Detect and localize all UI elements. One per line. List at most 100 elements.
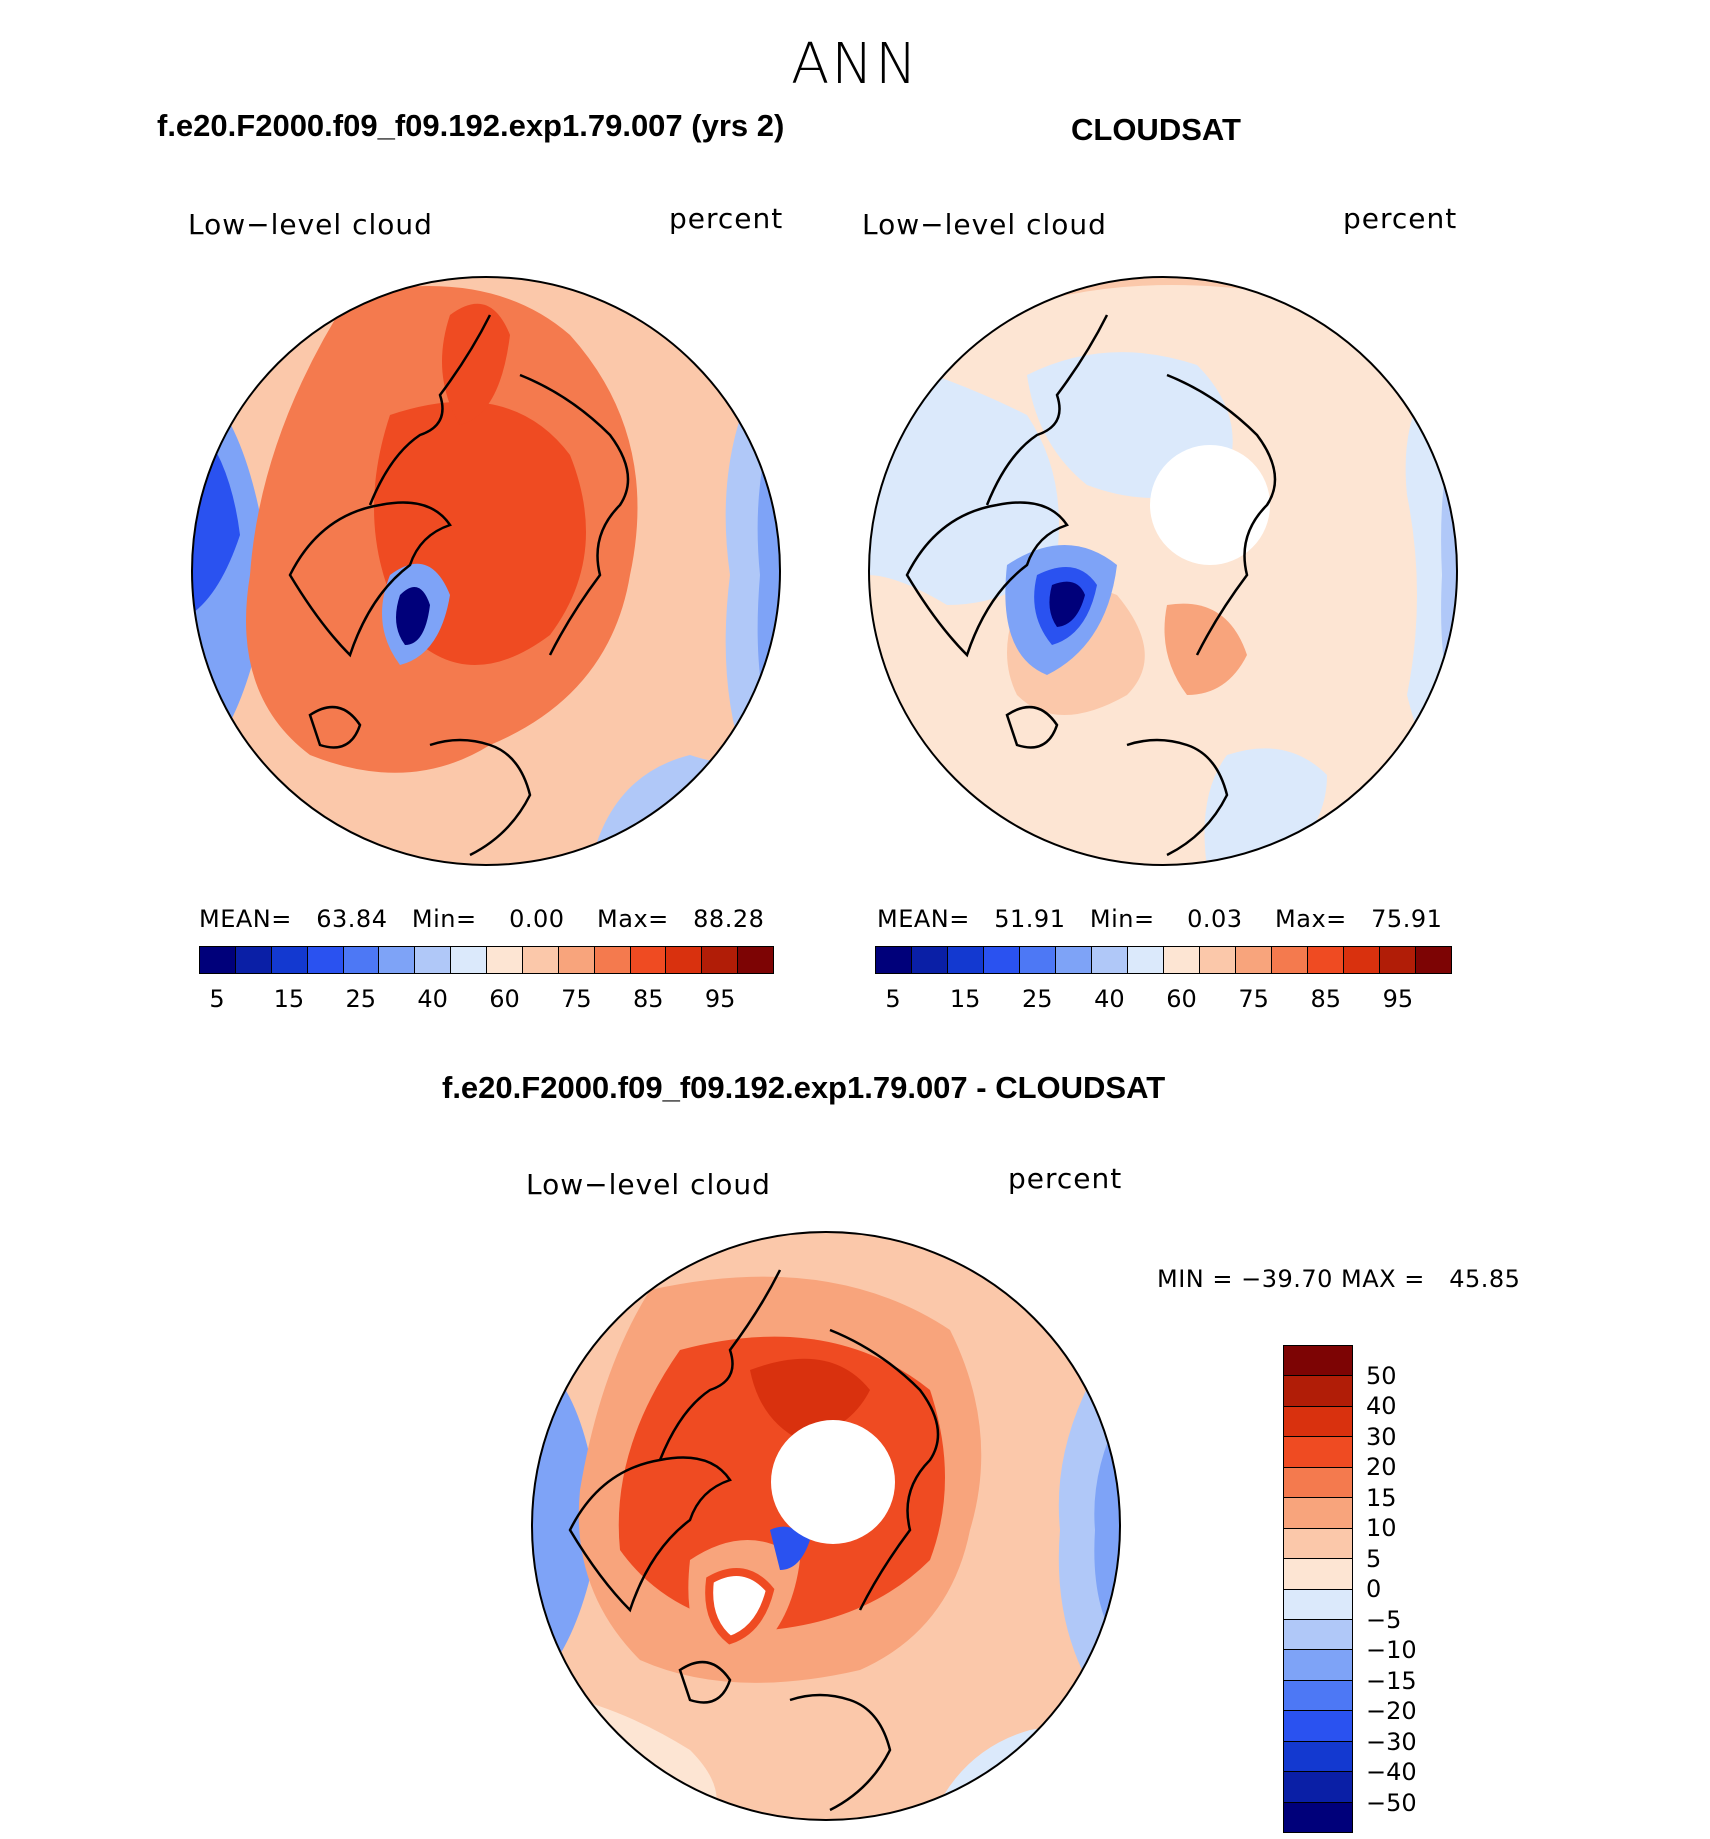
colorbar-tick-label: 25: [345, 985, 376, 1013]
panel2-colorbar-ticks: 5 15 25 40 60 75 85 95: [875, 985, 1452, 1015]
colorbar-swatch: [1092, 947, 1128, 973]
panel1-title: f.e20.F2000.f09_f09.192.exp1.79.007 (yrs…: [157, 108, 785, 143]
colorbar-swatch: [666, 947, 703, 973]
panel2-stats: MEAN= 51.91 Min= 0.03 Max= 75.91: [877, 905, 1443, 933]
colorbar-tick-label: −10: [1366, 1636, 1417, 1664]
colorbar-tick-label: 75: [561, 985, 592, 1013]
colorbar-tick-label: 15: [949, 985, 981, 1013]
colorbar-swatch: [1020, 947, 1056, 973]
panel2-colorbar: [875, 946, 1452, 974]
colorbar-tick-label: −15: [1366, 1666, 1417, 1695]
colorbar-swatch: [451, 947, 487, 973]
colorbar-tick-label: 85: [632, 985, 664, 1013]
colorbar-swatch: [1380, 947, 1416, 973]
colorbar-swatch: [912, 947, 948, 973]
colorbar-swatch: [702, 947, 739, 973]
colorbar-tick-label: 85: [1310, 985, 1342, 1013]
colorbar-swatch: [630, 947, 667, 973]
colorbar-tick-label: 0: [1366, 1575, 1382, 1603]
colorbar-swatch: [1128, 947, 1164, 973]
colorbar-swatch: [200, 947, 236, 973]
colorbar-swatch: [487, 947, 523, 973]
panel1-units-label: percent: [669, 202, 784, 235]
colorbar-swatch: [1344, 947, 1380, 973]
panel1-polar-map: [191, 276, 781, 866]
colorbar-tick-label: −50: [1366, 1788, 1417, 1817]
colorbar-tick-label: 5: [1366, 1544, 1382, 1573]
colorbar-swatch: [271, 947, 308, 973]
colorbar-swatch: [343, 947, 380, 973]
colorbar-swatch: [1284, 1376, 1352, 1407]
panel3-minmax: MIN = −39.70 MAX = 45.85: [1157, 1265, 1521, 1293]
panel1-stats: MEAN= 63.84 Min= 0.00 Max= 88.28: [199, 905, 765, 933]
season-title: ANN: [790, 32, 920, 97]
colorbar-tick-label: −40: [1366, 1758, 1417, 1786]
panel3-colorbar-ticks: 50 40 30 20 15 10 5 0 −5 −10 −15 −20 −30 −40 −50: [1366, 1345, 1446, 1833]
colorbar-tick-label: 15: [273, 985, 305, 1013]
colorbar-swatch: [1284, 1406, 1352, 1438]
colorbar-swatch: [1308, 947, 1344, 973]
colorbar-tick-label: 40: [417, 985, 448, 1013]
colorbar-tick-label: 25: [1022, 985, 1053, 1013]
colorbar-tick-label: −5: [1366, 1605, 1402, 1634]
colorbar-tick-label: 95: [1382, 985, 1414, 1013]
colorbar-swatch: [522, 947, 559, 973]
colorbar-swatch: [1164, 947, 1200, 973]
colorbar-tick-label: 30: [1366, 1422, 1397, 1451]
panel3-title: f.e20.F2000.f09_f09.192.exp1.79.007 - CL…: [442, 1070, 1166, 1105]
colorbar-tick-label: 5: [885, 985, 901, 1013]
colorbar-swatch: [1284, 1711, 1352, 1742]
panel2-units-label: percent: [1343, 202, 1458, 235]
colorbar-swatch: [1284, 1772, 1352, 1803]
colorbar-swatch: [1056, 947, 1092, 973]
panel2-variable-label: Low−level cloud: [862, 208, 1107, 241]
colorbar-tick-label: 75: [1238, 985, 1269, 1013]
colorbar-tick-label: 40: [1094, 985, 1125, 1013]
colorbar-swatch: [1284, 1467, 1352, 1499]
colorbar-swatch: [1284, 1650, 1352, 1681]
colorbar-swatch: [984, 947, 1020, 973]
colorbar-swatch: [1200, 947, 1236, 973]
colorbar-swatch: [1284, 1437, 1352, 1468]
panel2-polar-map: [868, 276, 1458, 866]
colorbar-swatch: [1284, 1589, 1352, 1620]
colorbar-tick-label: 15: [1366, 1483, 1397, 1512]
panel2-title: CLOUDSAT: [1071, 112, 1241, 147]
colorbar-tick-label: 95: [704, 985, 736, 1013]
colorbar-swatch: [876, 947, 912, 973]
colorbar-swatch: [1284, 1346, 1352, 1377]
colorbar-swatch: [948, 947, 984, 973]
colorbar-tick-label: 60: [1166, 985, 1197, 1013]
colorbar-swatch: [1284, 1741, 1352, 1773]
colorbar-swatch: [1272, 947, 1308, 973]
colorbar-tick-label: 50: [1366, 1361, 1397, 1390]
panel1-variable-label: Low−level cloud: [188, 208, 433, 241]
colorbar-tick-label: 40: [1366, 1392, 1397, 1420]
colorbar-swatch: [594, 947, 631, 973]
colorbar-swatch: [1284, 1559, 1352, 1590]
colorbar-swatch: [738, 947, 773, 973]
panel3-variable-label: Low−level cloud: [526, 1168, 771, 1201]
panel3-units-label: percent: [1008, 1162, 1123, 1195]
panel1-colorbar: [199, 946, 774, 974]
colorbar-swatch: [558, 947, 595, 973]
panel3-polar-map: [531, 1231, 1121, 1821]
colorbar-swatch: [1284, 1498, 1352, 1529]
colorbar-swatch: [235, 947, 272, 973]
colorbar-tick-label: 10: [1366, 1514, 1397, 1542]
colorbar-swatch: [1236, 947, 1272, 973]
colorbar-tick-label: 5: [209, 985, 225, 1013]
panel3-colorbar: [1283, 1345, 1353, 1833]
panel1-colorbar-ticks: 5 15 25 40 60 75 85 95: [199, 985, 774, 1015]
colorbar-swatch: [307, 947, 344, 973]
colorbar-swatch: [1416, 947, 1451, 973]
colorbar-swatch: [379, 947, 416, 973]
colorbar-swatch: [1284, 1680, 1352, 1712]
colorbar-swatch: [415, 947, 452, 973]
colorbar-swatch: [1284, 1802, 1352, 1832]
colorbar-tick-label: 60: [489, 985, 520, 1013]
colorbar-tick-label: −20: [1366, 1697, 1417, 1725]
colorbar-tick-label: −30: [1366, 1727, 1417, 1756]
colorbar-swatch: [1284, 1528, 1352, 1560]
colorbar-tick-label: 20: [1366, 1453, 1397, 1481]
